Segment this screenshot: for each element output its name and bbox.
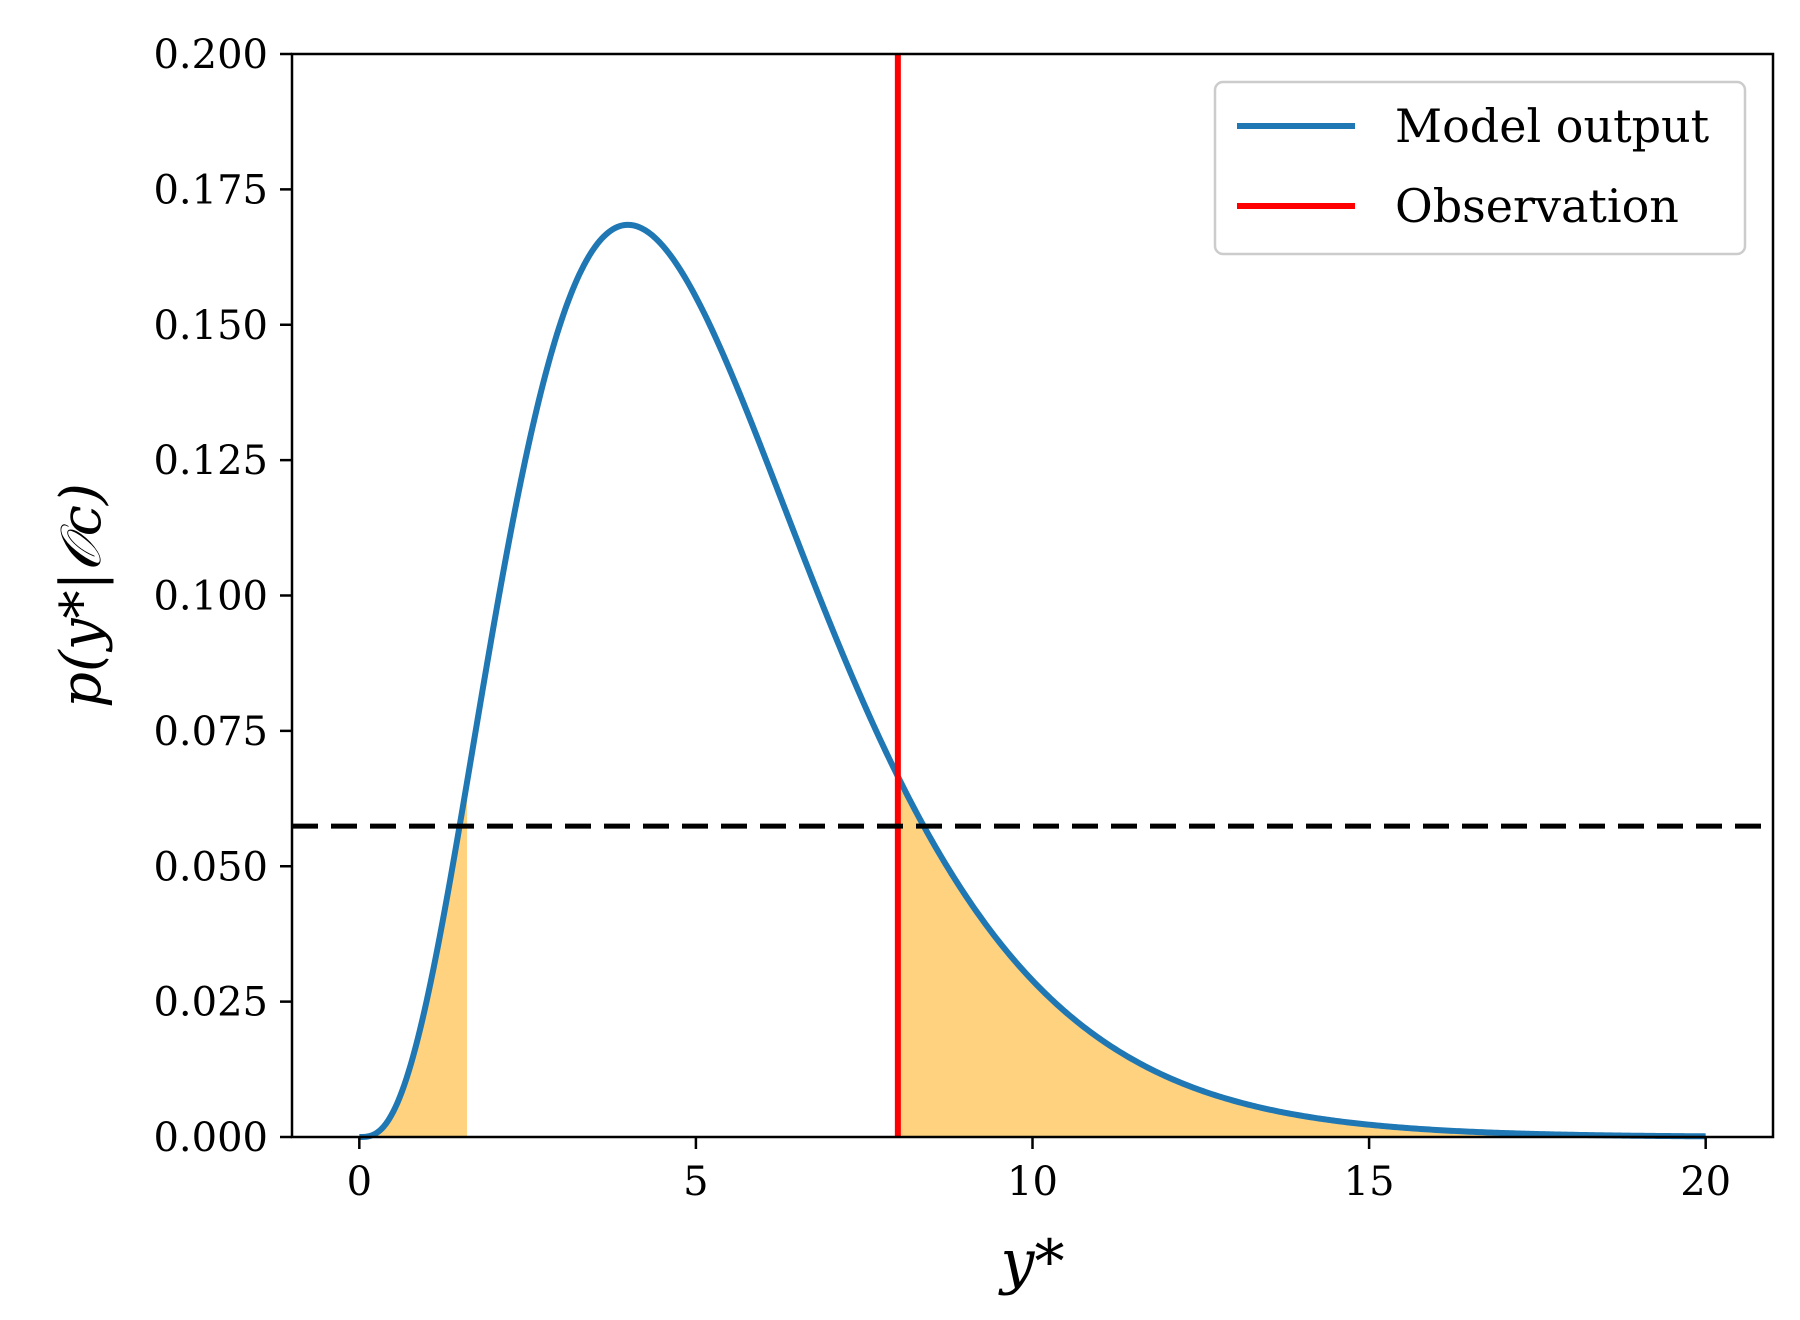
y-tick-label: 0.050 xyxy=(153,844,268,890)
x-tick-label: 20 xyxy=(1680,1159,1731,1205)
x-tick-label: 5 xyxy=(683,1159,708,1205)
legend-label-model-output: Model output xyxy=(1395,99,1710,153)
y-tick-label: 0.150 xyxy=(153,303,268,349)
y-tick-label: 0.075 xyxy=(153,709,268,755)
y-tick-label: 0.025 xyxy=(153,980,268,1026)
shaded-regions xyxy=(359,776,1706,1137)
model-output-curve xyxy=(358,221,1707,1140)
legend-label-observation: Observation xyxy=(1395,179,1679,233)
legend: Model output Observation xyxy=(1213,80,1747,256)
x-tick-label: 15 xyxy=(1344,1159,1395,1205)
x-tick-label: 10 xyxy=(1007,1159,1058,1205)
shaded-region-1 xyxy=(897,776,1706,1137)
y-axis-ticks: 0.000 0.025 0.050 0.075 0.100 0.125 0.150 0.175… xyxy=(153,32,292,1161)
y-tick-label: 0.000 xyxy=(153,1115,268,1161)
y-tick-label: 0.125 xyxy=(153,438,268,484)
x-tick-label: 0 xyxy=(347,1159,372,1205)
y-tick-label: 0.200 xyxy=(153,32,268,78)
y-tick-label: 0.175 xyxy=(153,167,268,213)
x-axis-ticks: 0 5 10 15 20 xyxy=(347,1137,1731,1205)
x-axis-label: y* xyxy=(998,1227,1065,1297)
y-axis-label: p(y*|𝒪c) xyxy=(49,483,114,708)
y-tick-label: 0.100 xyxy=(153,574,268,620)
shaded-region-0 xyxy=(359,782,468,1137)
